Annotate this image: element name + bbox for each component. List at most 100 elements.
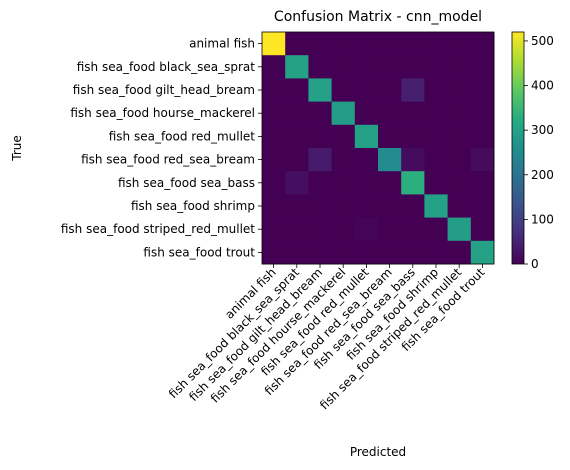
heatmap-cell: [331, 171, 356, 195]
heatmap-cell: [285, 148, 309, 172]
heatmap-cell: [285, 101, 309, 126]
heatmap-cell: [424, 124, 448, 149]
heatmap-cell: [378, 55, 402, 79]
heatmap-cell: [378, 171, 402, 195]
heatmap-cell: [331, 55, 356, 79]
heatmap-cell: [447, 240, 472, 265]
heatmap-cell: [331, 217, 356, 242]
heatmap-cell: [378, 124, 402, 149]
heatmap-cell: [308, 78, 332, 102]
heatmap-cell: [424, 148, 448, 172]
heatmap-cell: [401, 240, 425, 265]
heatmap-cell: [354, 171, 379, 195]
y-tick-label: fish sea_food striped_red_mullet: [61, 222, 255, 236]
y-tick-label: fish sea_food black_sea_sprat: [77, 60, 256, 74]
colorbar-tick-label: 500: [531, 34, 554, 48]
chart-title: Confusion Matrix - cnn_model: [274, 9, 482, 25]
heatmap-cell: [401, 55, 425, 79]
heatmap-cell: [262, 194, 286, 218]
heatmap-cell: [285, 78, 309, 102]
colorbar-ticks: 0 100 200 300 400 500: [524, 34, 554, 271]
heatmap-cell: [354, 194, 379, 218]
y-tick-label: fish sea_food sea_bass: [118, 176, 255, 190]
heatmap-cell: [262, 217, 286, 242]
heatmap-cell: [470, 171, 495, 195]
heatmap-cell: [285, 124, 309, 149]
heatmap-cell: [354, 148, 379, 172]
heatmap-cell: [354, 217, 379, 242]
heatmap-cell: [378, 32, 402, 56]
heatmap-cell: [447, 171, 472, 195]
heatmap-cell: [424, 171, 448, 195]
heatmap-cell: [262, 78, 286, 102]
heatmap-cell: [470, 148, 495, 172]
heatmap-cell: [262, 55, 286, 79]
heatmap-cell: [470, 55, 495, 79]
heatmap-cell: [470, 194, 495, 218]
heatmap-cell: [262, 171, 286, 195]
heatmap-cell: [378, 148, 402, 172]
heatmap-cell: [331, 78, 356, 102]
x-axis-label: Predicted: [350, 445, 406, 459]
heatmap-cell: [424, 194, 448, 218]
heatmap-cell: [308, 194, 332, 218]
y-tick-label: fish sea_food shrimp: [131, 199, 255, 213]
heatmap-cell: [424, 32, 448, 56]
heatmap-cell: [331, 194, 356, 218]
heatmap-cell: [447, 124, 472, 149]
heatmap-cell: [354, 101, 379, 126]
heatmap-cell: [401, 171, 425, 195]
heatmap-cell: [447, 148, 472, 172]
heatmap-cell: [470, 78, 495, 102]
heatmap-cell: [331, 124, 356, 149]
heatmap-cell: [424, 217, 448, 242]
heatmap-cell: [354, 32, 379, 56]
heatmap-cell: [354, 78, 379, 102]
y-tick-label: fish sea_food hourse_mackerel: [70, 106, 255, 120]
heatmap-cell: [378, 101, 402, 126]
heatmap-cell: [447, 217, 472, 242]
y-tick-label: fish sea_food trout: [143, 245, 255, 259]
y-tick-label: fish sea_food red_mullet: [109, 129, 256, 143]
heatmap-cell: [424, 78, 448, 102]
y-tick-label: fish sea_food red_sea_bream: [81, 153, 255, 167]
heatmap-cell: [401, 101, 425, 126]
heatmap-cell: [378, 194, 402, 218]
plot-frame: [261, 31, 495, 265]
y-tick-labels: animal fish fish sea_food black_sea_sprat…: [61, 37, 262, 259]
colorbar-tick-label: 200: [531, 168, 554, 182]
heatmap-cell: [378, 240, 402, 265]
heatmap-cell: [308, 217, 332, 242]
heatmap-cell: [285, 217, 309, 242]
colorbar-tick-label: 400: [531, 79, 554, 93]
heatmap-cell: [331, 32, 356, 56]
heatmap-cell: [285, 55, 309, 79]
heatmap-cell: [331, 240, 356, 265]
heatmap-cell: [447, 101, 472, 126]
heatmap-cell: [262, 240, 286, 265]
heatmap-cell: [470, 101, 495, 126]
heatmap-cell: [424, 240, 448, 265]
heatmap-cell: [401, 124, 425, 149]
heatmap-cell: [470, 240, 495, 265]
heatmap-cell: [285, 171, 309, 195]
heatmap-cell: [447, 55, 472, 79]
colorbar-tick-label: 0: [531, 257, 539, 271]
y-axis-label: True: [10, 135, 24, 162]
heatmap-cell: [285, 32, 309, 56]
heatmap-cell: [378, 78, 402, 102]
heatmap-cell: [262, 124, 286, 149]
heatmap-cell: [470, 217, 495, 242]
heatmap-cell: [354, 55, 379, 79]
heatmap-cell: [308, 124, 332, 149]
heatmap-cell: [447, 32, 472, 56]
heatmap-cell: [470, 124, 495, 149]
heatmap-cell: [285, 194, 309, 218]
heatmap-cell: [470, 32, 495, 56]
heatmap-cell: [308, 148, 332, 172]
y-tick-label: animal fish: [189, 37, 255, 51]
heatmap-cell: [285, 240, 309, 265]
heatmap-cell: [308, 32, 332, 56]
